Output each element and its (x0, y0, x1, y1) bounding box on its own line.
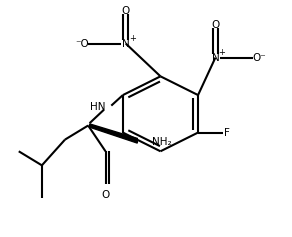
Polygon shape (90, 124, 137, 143)
Text: O: O (101, 190, 110, 200)
Text: N: N (211, 53, 219, 63)
Text: O⁻: O⁻ (252, 53, 266, 63)
Text: F: F (224, 128, 230, 137)
Text: NH₂: NH₂ (152, 137, 171, 147)
Text: +: + (129, 34, 135, 43)
Text: HN: HN (90, 102, 105, 112)
Text: O: O (122, 6, 130, 16)
Text: ⁻O: ⁻O (76, 39, 89, 49)
Text: +: + (218, 48, 225, 57)
Text: N: N (122, 39, 130, 49)
Text: O: O (211, 20, 220, 30)
